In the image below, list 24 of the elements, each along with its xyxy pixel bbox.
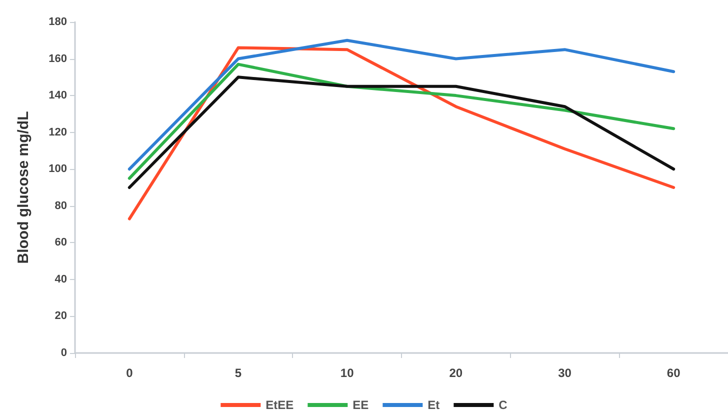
y-tick-label: 100 [48,163,67,176]
y-tick-label: 0 [60,347,67,359]
y-tick-label: 180 [48,16,67,28]
legend-label: EtEE [266,398,294,412]
legend-label: EE [352,398,369,412]
legend-label: C [498,398,508,412]
y-tick-label: 160 [48,52,67,65]
y-tick-label: 140 [48,90,67,102]
y-tick-label: 20 [54,310,67,322]
x-tick-label: 30 [558,366,572,380]
y-tick-label: 40 [54,273,67,286]
line-series [128,62,676,180]
y-axis-title: Blood glucose mg/dL [15,111,32,264]
y-tick-label: 60 [54,236,67,249]
line-series [128,76,676,189]
legend-label: Et [428,398,440,412]
x-tick-label: 5 [234,366,242,380]
x-tick-label: 0 [126,366,134,380]
line-series [128,38,676,171]
x-tick-label: 20 [449,366,463,380]
x-tick-label: 60 [666,366,681,380]
x-tick-label: 10 [340,366,354,380]
y-tick-label: 120 [48,126,67,138]
y-tick-label: 80 [54,200,67,212]
